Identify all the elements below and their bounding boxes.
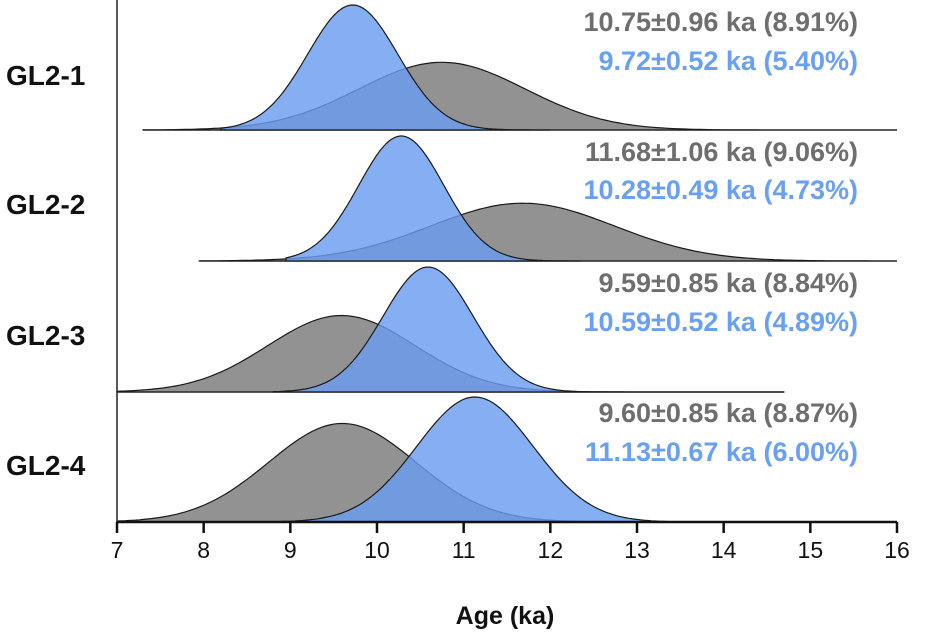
row-label: GL2-2 <box>6 189 85 220</box>
blue-age-annotation: 10.28±0.49 ka (4.73%) <box>583 175 858 205</box>
x-tick-label: 15 <box>798 537 824 563</box>
row-gl2-1: GL2-1 10.75±0.96 ka (8.91%) 9.72±0.52 ka (… <box>6 4 897 131</box>
axes: 7 8 9 10 11 12 13 14 15 16 <box>111 0 910 563</box>
plot-area: GL2-1 10.75±0.96 ka (8.91%) 9.72±0.52 ka (… <box>6 4 897 523</box>
x-tick-label: 13 <box>624 537 650 563</box>
blue-density-area <box>272 266 785 393</box>
blue-density-area <box>285 135 581 262</box>
x-axis-title: Age (ka) <box>456 602 555 630</box>
row-gl2-2: GL2-2 11.68±1.06 ka (9.06%) 10.28±0.49 ka … <box>6 135 897 262</box>
gray-age-annotation: 9.59±0.85 ka (8.84%) <box>599 268 859 298</box>
x-tick-label: 11 <box>452 537 476 563</box>
x-tick-label: 16 <box>884 537 910 563</box>
x-tick-label: 14 <box>711 537 737 563</box>
x-tick-label: 7 <box>111 537 124 563</box>
gray-age-annotation: 11.68±1.06 ka (9.06%) <box>585 137 858 167</box>
row-label: GL2-1 <box>6 60 85 91</box>
row-gl2-4: GL2-4 9.60±0.85 ka (8.87%) 11.13±0.67 ka (… <box>6 396 859 523</box>
row-label: GL2-4 <box>6 450 86 481</box>
x-tick-label: 10 <box>364 537 390 563</box>
blue-age-annotation: 11.13±0.67 ka (6.00%) <box>585 437 858 467</box>
gray-age-annotation: 10.75±0.96 ka (8.91%) <box>583 7 858 37</box>
blue-density-area <box>220 4 551 131</box>
x-tick-label: 8 <box>197 537 210 563</box>
blue-age-annotation: 10.59±0.52 ka (4.89%) <box>583 307 858 337</box>
x-tick-label: 12 <box>538 537 564 563</box>
row-gl2-3: GL2-3 9.59±0.85 ka (8.84%) 10.59±0.52 ka (… <box>6 266 859 393</box>
gray-age-annotation: 9.60±0.85 ka (8.87%) <box>599 398 859 428</box>
blue-age-annotation: 9.72±0.52 ka (5.40%) <box>599 46 859 76</box>
row-label: GL2-3 <box>6 320 85 351</box>
x-tick-label: 9 <box>284 537 297 563</box>
